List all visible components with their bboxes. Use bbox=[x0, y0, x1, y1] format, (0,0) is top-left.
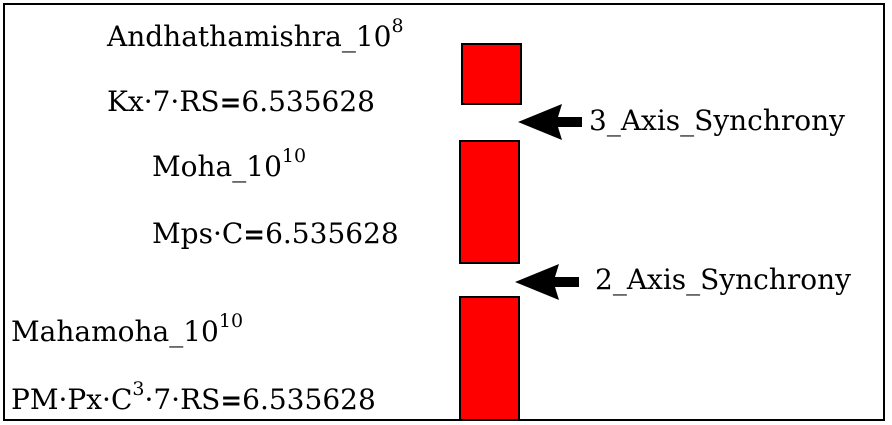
bar-block-3 bbox=[459, 296, 520, 421]
block-3-formula-exponent: 3 bbox=[132, 378, 145, 400]
block-1-title: Andhathamishra_108 bbox=[107, 17, 404, 53]
block-3-name: Mahamoha_10 bbox=[11, 315, 219, 348]
arrow-1-label: 3_Axis_Synchrony bbox=[589, 104, 845, 137]
block-2-name: Moha_10 bbox=[152, 150, 282, 183]
block-3-title: Mahamoha_1010 bbox=[11, 312, 243, 348]
block-2-equals: = bbox=[243, 220, 266, 250]
arrow-left-icon bbox=[515, 264, 579, 300]
block-2-exponent: 10 bbox=[281, 145, 307, 167]
bar-block-1 bbox=[461, 43, 522, 105]
block-3-value: 6.535628 bbox=[242, 383, 376, 416]
block-2-value: 6.535628 bbox=[265, 217, 399, 250]
block-2-equation: Mps·C=6.535628 bbox=[152, 217, 399, 250]
block-2-title: Moha_1010 bbox=[152, 147, 306, 183]
block-3-formula-tail: ·7·RS bbox=[144, 383, 221, 416]
block-1-equation: Kx·7·RS=6.535628 bbox=[107, 85, 375, 118]
block-1-exponent: 8 bbox=[391, 15, 404, 37]
block-3-equals: = bbox=[220, 386, 243, 416]
block-2-formula: Mps·C bbox=[152, 217, 244, 250]
diagram-border bbox=[3, 3, 885, 421]
block-1-value: 6.535628 bbox=[241, 85, 375, 118]
arrow-2-label: 2_Axis_Synchrony bbox=[595, 263, 851, 296]
block-1-equals: = bbox=[219, 88, 242, 118]
block-3-equation: PM·Px·C3·7·RS=6.535628 bbox=[11, 380, 376, 416]
block-1-name: Andhathamishra_10 bbox=[107, 20, 392, 53]
block-3-exponent: 10 bbox=[218, 310, 244, 332]
block-1-formula: Kx·7·RS bbox=[107, 85, 220, 118]
arrow-left-icon bbox=[518, 104, 582, 140]
block-3-formula: PM·Px·C bbox=[11, 383, 133, 416]
bar-block-2 bbox=[459, 140, 520, 264]
